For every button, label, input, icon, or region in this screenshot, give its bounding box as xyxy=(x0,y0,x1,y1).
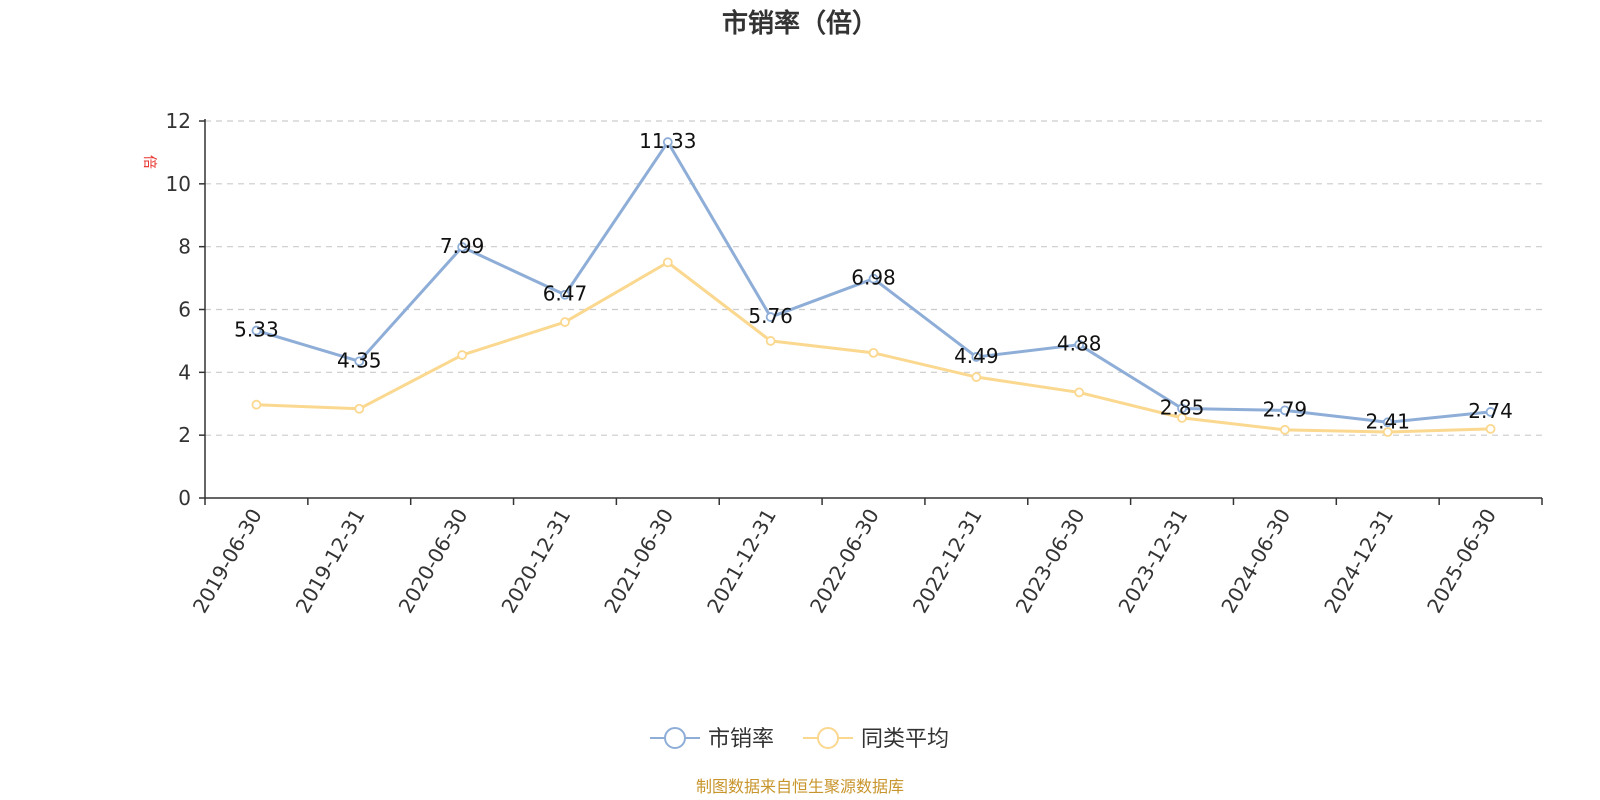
data-point xyxy=(354,403,365,414)
y-tick-label: 0 xyxy=(178,486,191,510)
y-tick-label: 4 xyxy=(178,360,191,384)
data-point xyxy=(560,317,570,327)
legend-item-avg[interactable]: 同类平均 xyxy=(803,727,949,752)
legend-label: 市销率 xyxy=(708,727,774,752)
x-tick-label: 2023-06-30 xyxy=(1011,505,1090,618)
data-point xyxy=(251,325,262,336)
data-point xyxy=(662,257,673,268)
x-tick-label: 2019-12-31 xyxy=(291,505,370,618)
data-point xyxy=(457,242,468,252)
data-label: 5.33 xyxy=(234,318,279,342)
y-tick-label: 2 xyxy=(178,423,191,447)
data-point xyxy=(868,347,879,358)
data-point xyxy=(354,356,365,367)
legend[interactable]: 市销率 同类平均 xyxy=(650,727,949,752)
data-label: 2.41 xyxy=(1365,409,1410,433)
source-note: 制图数据来自恒生聚源数据库 xyxy=(696,777,904,796)
data-point xyxy=(1485,423,1496,434)
data-point xyxy=(1074,339,1085,350)
x-tick-label: 2022-06-30 xyxy=(805,505,884,618)
data-label: 6.47 xyxy=(543,282,588,306)
x-tick-label: 2023-12-31 xyxy=(1113,505,1192,618)
data-point xyxy=(1074,387,1085,398)
data-label: 4.49 xyxy=(954,344,999,368)
series-layer xyxy=(251,137,1496,437)
data-label: 2.79 xyxy=(1263,397,1308,421)
legend-marker xyxy=(817,727,839,749)
data-point xyxy=(971,372,982,382)
data-point xyxy=(457,350,468,360)
x-tick-label: 2024-12-31 xyxy=(1319,505,1398,618)
data-point xyxy=(868,273,879,284)
data-label: 6.98 xyxy=(851,266,896,290)
data-point xyxy=(662,137,673,147)
x-tick-label: 2022-12-31 xyxy=(908,505,987,618)
y-tick-label: 6 xyxy=(178,298,191,322)
y-tick-label: 8 xyxy=(178,235,191,259)
x-tick-label: 2021-12-31 xyxy=(702,505,781,618)
data-point xyxy=(765,336,776,346)
data-point xyxy=(251,399,262,410)
data-label: 7.99 xyxy=(440,234,485,258)
legend-marker xyxy=(664,727,686,749)
data-label: 4.88 xyxy=(1057,332,1102,356)
data-point xyxy=(1177,412,1187,423)
legend-label: 同类平均 xyxy=(861,727,949,752)
legend-item-ps[interactable]: 市销率 xyxy=(650,727,774,752)
chart-title: 市销率（倍） xyxy=(722,8,878,39)
y-tick-label: 10 xyxy=(166,172,191,196)
data-point xyxy=(560,289,570,300)
x-tick-label: 2020-06-30 xyxy=(394,504,473,617)
data-label: 4.35 xyxy=(337,348,382,372)
data-label: 2.85 xyxy=(1160,395,1205,419)
y-tick-label: 12 xyxy=(166,109,191,133)
x-tick-label: 2024-06-30 xyxy=(1216,505,1295,618)
data-label: 2.74 xyxy=(1468,399,1513,423)
data-point xyxy=(765,312,776,322)
data-labels: 5.33 4.35 7.99 6.47 11.33 5.76 6.98 4.49 4.88 2.8… xyxy=(234,129,1513,433)
x-tick-label: 2021-06-30 xyxy=(599,505,678,618)
y-axis-label: 倍 xyxy=(141,155,157,169)
data-point xyxy=(1382,427,1393,437)
data-point xyxy=(1485,407,1496,417)
data-point xyxy=(1382,417,1393,428)
data-point xyxy=(1279,424,1290,435)
x-tick-label: 2019-06-30 xyxy=(188,505,267,618)
x-tick-label: 2020-12-31 xyxy=(496,505,575,618)
x-tick-label: 2025-06-30 xyxy=(1422,505,1501,618)
data-label: 11.33 xyxy=(639,129,696,153)
data-point xyxy=(971,352,982,362)
data-point xyxy=(1279,405,1290,416)
data-point xyxy=(1177,403,1187,414)
data-label: 5.76 xyxy=(748,304,793,328)
